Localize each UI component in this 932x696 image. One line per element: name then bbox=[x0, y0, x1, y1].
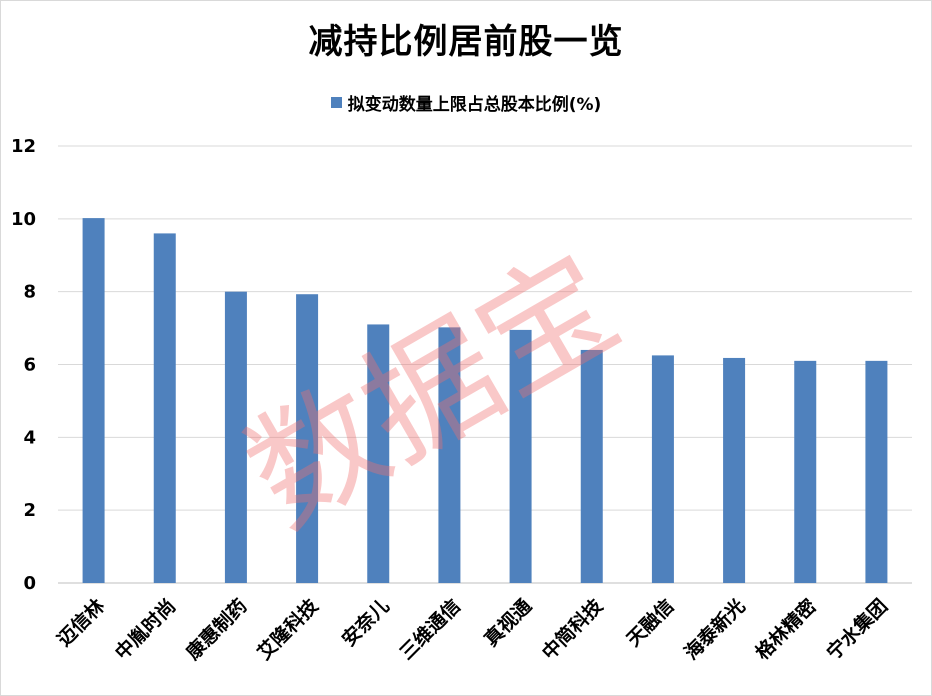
x-category-label: 三维通信 bbox=[395, 594, 465, 664]
bar bbox=[651, 355, 674, 583]
bar bbox=[794, 360, 817, 583]
chart-legend: 拟变动数量上限占总股本比例(%) bbox=[0, 90, 932, 115]
x-category-label: 迈信林 bbox=[53, 594, 110, 651]
bar bbox=[865, 360, 888, 583]
bar bbox=[438, 327, 461, 583]
x-category-label: 海泰新光 bbox=[680, 594, 750, 664]
x-category-label: 艾隆科技 bbox=[253, 594, 324, 665]
x-category-label: 格林精密 bbox=[751, 594, 821, 664]
x-category-label: 天融信 bbox=[622, 594, 679, 651]
x-category-label: 中简科技 bbox=[537, 594, 608, 665]
y-tick-label: 0 bbox=[23, 573, 36, 594]
y-tick-label: 6 bbox=[23, 355, 36, 376]
y-tick-label: 4 bbox=[23, 427, 36, 448]
bar bbox=[82, 218, 105, 584]
bar bbox=[224, 291, 247, 583]
legend-swatch bbox=[330, 97, 342, 108]
y-tick-label: 2 bbox=[23, 500, 36, 521]
x-category-label: 真视通 bbox=[480, 594, 537, 651]
bar bbox=[509, 329, 532, 583]
x-category-label: 安奈儿 bbox=[337, 594, 394, 651]
legend-label: 拟变动数量上限占总股本比例(%) bbox=[347, 95, 602, 115]
y-tick-label: 12 bbox=[11, 136, 36, 157]
y-tick-label: 8 bbox=[23, 282, 36, 303]
chart-title: 减持比例居前股一览 bbox=[308, 22, 624, 62]
x-category-label: 宁水集团 bbox=[822, 594, 892, 664]
x-category-label: 康惠制药 bbox=[181, 594, 251, 664]
y-tick-label: 10 bbox=[11, 209, 36, 230]
bar bbox=[723, 357, 746, 583]
watermark-text: 数据宝 bbox=[223, 225, 643, 556]
bar bbox=[296, 294, 319, 583]
bar bbox=[580, 349, 603, 583]
bar bbox=[153, 233, 176, 583]
bar bbox=[367, 324, 390, 583]
x-category-label: 中胤时尚 bbox=[110, 594, 180, 664]
